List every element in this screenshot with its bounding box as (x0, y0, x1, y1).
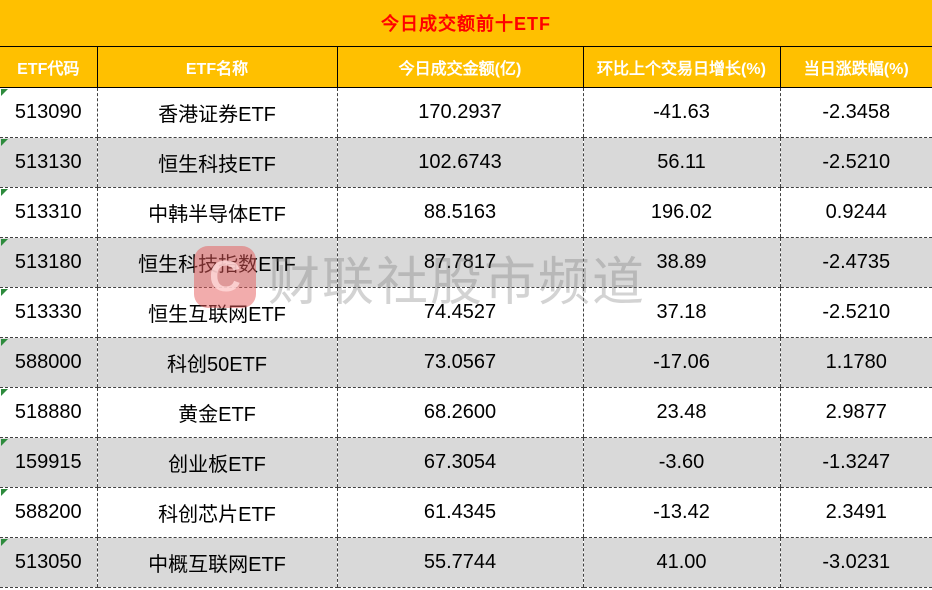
table-row: 513130 恒生科技ETF 102.6743 56.11 -2.5210 (0, 137, 932, 188)
cell-dod-growth: 41.00 (582, 537, 780, 588)
cell-day-change: -2.4735 (779, 237, 932, 288)
cell-day-change: 0.9244 (779, 187, 932, 238)
cell-turnover: 74.4527 (336, 287, 583, 338)
cell-etf-name: 恒生科技指数ETF (96, 237, 337, 288)
table-row: 513180 恒生科技指数ETF 87.7817 38.89 -2.4735 (0, 237, 932, 288)
table-row: 588000 科创50ETF 73.0567 -17.06 1.1780 (0, 337, 932, 388)
table-row: 513310 中韩半导体ETF 88.5163 196.02 0.9244 (0, 187, 932, 238)
cell-etf-code: 518880 (0, 387, 97, 438)
table-row: 159915 创业板ETF 67.3054 -3.60 -1.3247 (0, 437, 932, 488)
cell-etf-name: 恒生科技ETF (96, 137, 337, 188)
cell-dod-growth: 56.11 (582, 137, 780, 188)
cell-day-change: -1.3247 (779, 437, 932, 488)
cell-dod-growth: 196.02 (582, 187, 780, 238)
table-row: 513090 香港证券ETF 170.2937 -41.63 -2.3458 (0, 87, 932, 138)
col-header-etf-code: ETF代码 (0, 47, 97, 88)
col-header-dod-growth: 环比上个交易日增长(%) (582, 47, 780, 88)
table-row: 588200 科创芯片ETF 61.4345 -13.42 2.3491 (0, 487, 932, 538)
cell-turnover: 68.2600 (336, 387, 583, 438)
table-title: 今日成交额前十ETF (0, 0, 932, 47)
cell-etf-code: 513330 (0, 287, 97, 338)
cell-dod-growth: -13.42 (582, 487, 780, 538)
cell-etf-code: 513180 (0, 237, 97, 288)
cell-turnover: 88.5163 (336, 187, 583, 238)
cell-turnover: 87.7817 (336, 237, 583, 288)
cell-day-change: -2.5210 (779, 137, 932, 188)
cell-turnover: 102.6743 (336, 137, 583, 188)
cell-turnover: 55.7744 (336, 537, 583, 588)
cell-etf-name: 黄金ETF (96, 387, 337, 438)
cell-etf-name: 恒生互联网ETF (96, 287, 337, 338)
etf-table: ETF代码 ETF名称 今日成交金额(亿) 环比上个交易日增长(%) 当日涨跌幅… (0, 47, 932, 588)
cell-dod-growth: -17.06 (582, 337, 780, 388)
cell-day-change: -2.5210 (779, 287, 932, 338)
cell-day-change: -2.3458 (779, 87, 932, 138)
cell-day-change: 2.3491 (779, 487, 932, 538)
cell-etf-code: 159915 (0, 437, 97, 488)
table-row: 518880 黄金ETF 68.2600 23.48 2.9877 (0, 387, 932, 438)
col-header-day-change: 当日涨跌幅(%) (779, 47, 932, 88)
cell-etf-code: 513050 (0, 537, 97, 588)
cell-dod-growth: -41.63 (582, 87, 780, 138)
cell-etf-name: 中韩半导体ETF (96, 187, 337, 238)
col-header-etf-name: ETF名称 (96, 47, 337, 88)
cell-etf-name: 中概互联网ETF (96, 537, 337, 588)
cell-turnover: 67.3054 (336, 437, 583, 488)
cell-etf-name: 香港证券ETF (96, 87, 337, 138)
cell-etf-code: 588000 (0, 337, 97, 388)
cell-dod-growth: -3.60 (582, 437, 780, 488)
cell-etf-name: 科创芯片ETF (96, 487, 337, 538)
cell-day-change: 2.9877 (779, 387, 932, 438)
cell-etf-name: 创业板ETF (96, 437, 337, 488)
table-row: 513330 恒生互联网ETF 74.4527 37.18 -2.5210 (0, 287, 932, 338)
cell-dod-growth: 23.48 (582, 387, 780, 438)
cell-turnover: 73.0567 (336, 337, 583, 388)
header-row: ETF代码 ETF名称 今日成交金额(亿) 环比上个交易日增长(%) 当日涨跌幅… (0, 47, 932, 88)
table-row: 513050 中概互联网ETF 55.7744 41.00 -3.0231 (0, 537, 932, 588)
col-header-turnover: 今日成交金额(亿) (336, 47, 583, 88)
cell-etf-code: 513130 (0, 137, 97, 188)
cell-turnover: 170.2937 (336, 87, 583, 138)
cell-etf-code: 588200 (0, 487, 97, 538)
cell-etf-code: 513090 (0, 87, 97, 138)
cell-day-change: -3.0231 (779, 537, 932, 588)
cell-etf-name: 科创50ETF (96, 337, 337, 388)
cell-dod-growth: 37.18 (582, 287, 780, 338)
cell-dod-growth: 38.89 (582, 237, 780, 288)
cell-turnover: 61.4345 (336, 487, 583, 538)
cell-etf-code: 513310 (0, 187, 97, 238)
cell-day-change: 1.1780 (779, 337, 932, 388)
